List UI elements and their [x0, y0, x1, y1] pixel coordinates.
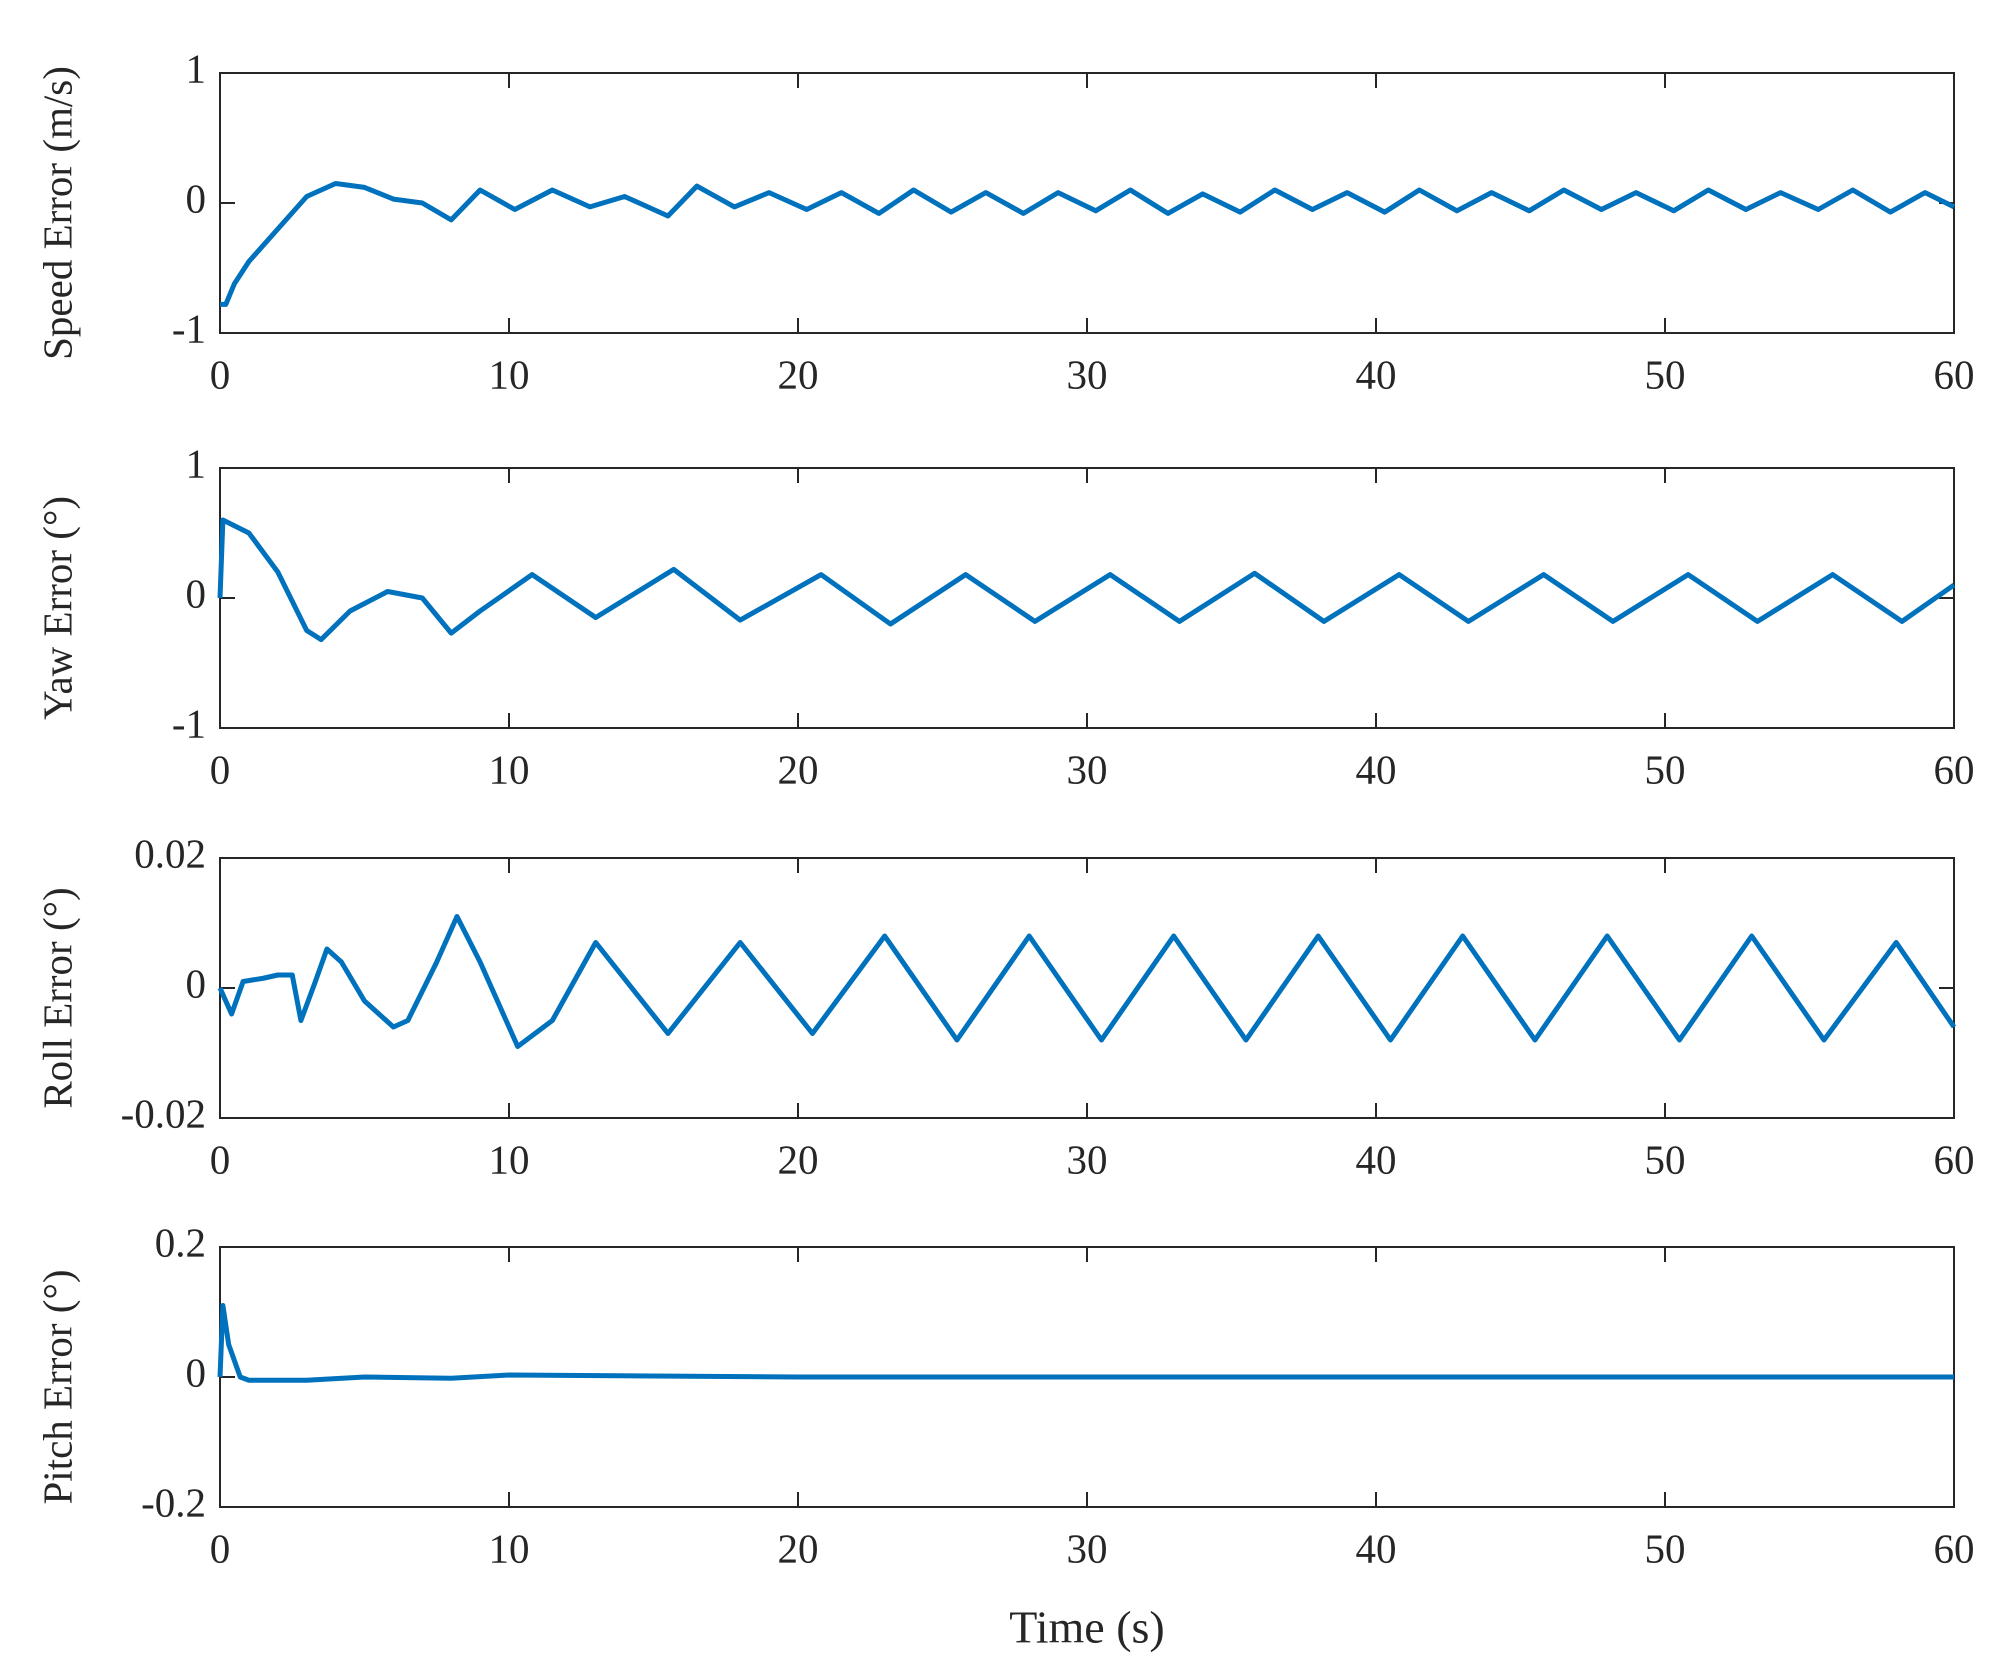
axes-box [219, 857, 1955, 1119]
x-tick-label: 20 [778, 1136, 819, 1182]
x-tick-label: 40 [1356, 1525, 1397, 1571]
axes-box [219, 467, 1955, 729]
y-tick-label: 0.02 [134, 830, 206, 876]
data-line [220, 181, 1956, 307]
x-tick-label: 30 [1067, 1525, 1108, 1571]
x-tick-label: 10 [489, 1136, 530, 1182]
y-tick-label: -1 [172, 305, 206, 351]
y-tick-label: 0 [186, 1349, 207, 1395]
y-tick-label: -0.02 [121, 1090, 206, 1136]
x-tick-label: 30 [1067, 746, 1108, 792]
x-tick-label: 10 [489, 1525, 530, 1571]
y-tick-label: 0 [186, 175, 207, 221]
x-tick-label: 0 [210, 351, 231, 397]
data-line [217, 914, 1957, 1049]
y-tick-label: 1 [186, 440, 207, 486]
y-tick-label: 0 [186, 960, 207, 1006]
y-tick-label: 0.2 [155, 1219, 206, 1265]
data-line [217, 1303, 1954, 1383]
x-tick-label: 60 [1934, 746, 1975, 792]
y-tick-label: 1 [186, 45, 207, 91]
data-line [217, 517, 1956, 643]
x-tick-label: 60 [1934, 1136, 1975, 1182]
x-tick-label: 40 [1356, 351, 1397, 397]
x-tick-label: 60 [1934, 351, 1975, 397]
x-tick-label: 30 [1067, 351, 1108, 397]
x-tick-label: 60 [1934, 1525, 1975, 1571]
x-tick-label: 50 [1645, 1136, 1686, 1182]
y-tick-label: 0 [186, 570, 207, 616]
y-tick-label: -1 [172, 700, 206, 746]
x-tick-label: 0 [210, 746, 231, 792]
y-axis-label: Pitch Error (°) [34, 1270, 80, 1505]
x-tick-label: 10 [489, 351, 530, 397]
x-tick-label: 50 [1645, 1525, 1686, 1571]
x-tick-label: 0 [210, 1136, 231, 1182]
x-axis-label: Time (s) [1009, 1602, 1165, 1653]
x-tick-label: 50 [1645, 351, 1686, 397]
y-tick-label: -0.2 [141, 1479, 206, 1525]
x-tick-label: 10 [489, 746, 530, 792]
x-tick-label: 20 [778, 746, 819, 792]
x-tick-label: 30 [1067, 1136, 1108, 1182]
x-tick-label: 40 [1356, 746, 1397, 792]
y-axis-label: Yaw Error (°) [34, 496, 80, 720]
x-tick-label: 40 [1356, 1136, 1397, 1182]
x-tick-label: 50 [1645, 746, 1686, 792]
x-tick-label: 0 [210, 1525, 231, 1571]
axes-box [219, 72, 1955, 334]
x-tick-label: 20 [778, 1525, 819, 1571]
x-tick-label: 20 [778, 351, 819, 397]
y-axis-label: Speed Error (m/s) [34, 66, 80, 360]
y-axis-label: Roll Error (°) [34, 887, 80, 1108]
